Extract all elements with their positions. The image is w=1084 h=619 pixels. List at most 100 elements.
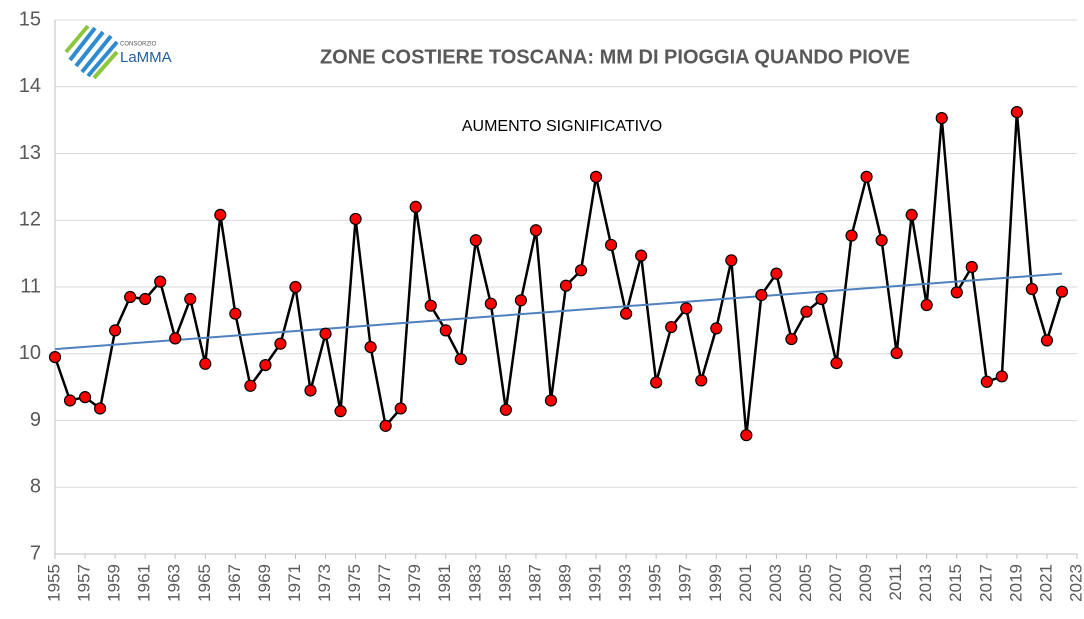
x-tick-label: 1975 xyxy=(345,564,364,602)
data-point xyxy=(544,394,558,407)
x-tick-label: 1995 xyxy=(646,564,665,602)
data-point xyxy=(620,307,633,320)
x-tick-label: 2001 xyxy=(736,564,755,602)
y-tick-label: 7 xyxy=(30,542,41,564)
x-tick-label: 1955 xyxy=(44,564,63,602)
x-tick-label: 1991 xyxy=(586,564,605,602)
data-point xyxy=(1055,285,1069,298)
x-tick-label: 2007 xyxy=(826,564,845,602)
x-tick-label: 1957 xyxy=(75,564,94,602)
data-point xyxy=(875,234,888,247)
data-point xyxy=(214,208,227,222)
x-tick-label: 2013 xyxy=(916,564,935,602)
data-point xyxy=(800,305,813,318)
data-point xyxy=(259,358,272,372)
data-point xyxy=(770,267,783,280)
data-point xyxy=(184,292,197,306)
data-point xyxy=(409,200,422,213)
data-point xyxy=(424,299,437,312)
x-tick-label: 1987 xyxy=(525,564,544,602)
data-point xyxy=(379,419,392,432)
data-point xyxy=(439,324,452,337)
data-point xyxy=(604,238,618,252)
data-point xyxy=(484,297,497,310)
data-point xyxy=(349,212,362,226)
data-point xyxy=(529,224,543,237)
data-point xyxy=(334,405,347,418)
x-tick-label: 2023 xyxy=(1066,564,1084,602)
data-point xyxy=(665,320,678,334)
data-point xyxy=(499,403,512,416)
data-point xyxy=(725,254,738,267)
data-point xyxy=(755,288,768,302)
data-point xyxy=(980,375,993,388)
data-point xyxy=(589,170,603,183)
data-point xyxy=(124,290,137,304)
data-point xyxy=(950,286,963,299)
trend-line xyxy=(54,272,1063,351)
data-point xyxy=(830,356,843,370)
data-point xyxy=(1025,282,1039,296)
x-tick-label: 2019 xyxy=(1006,564,1025,602)
data-point xyxy=(319,327,332,340)
x-tick-label: 2021 xyxy=(1036,564,1055,602)
y-tick-label: 8 xyxy=(30,476,41,498)
chart-title: ZONE COSTIERE TOSCANA: MM DI PIOGGIA QUA… xyxy=(320,46,910,68)
x-tick-label: 1959 xyxy=(105,564,124,602)
data-point xyxy=(785,332,798,346)
x-tick-label: 1961 xyxy=(135,564,154,602)
data-point xyxy=(965,260,978,274)
x-tick-label: 1997 xyxy=(676,564,695,602)
data-point xyxy=(845,229,858,242)
annotation: AUMENTO SIGNIFICATIVO xyxy=(462,118,662,135)
data-point xyxy=(78,391,92,404)
data-point xyxy=(274,337,287,350)
x-tick-label: 2015 xyxy=(946,564,965,602)
data-point xyxy=(890,346,903,360)
data-point xyxy=(559,279,573,292)
y-tick-label: 15 xyxy=(19,8,41,30)
x-tick-label: 1979 xyxy=(405,564,424,602)
x-tick-label: 2017 xyxy=(976,564,995,602)
data-point xyxy=(304,384,317,397)
x-tick-label: 2009 xyxy=(856,564,875,602)
data-point xyxy=(574,264,588,277)
data-point xyxy=(199,357,212,370)
data-point xyxy=(469,234,482,247)
data-point xyxy=(1010,106,1023,119)
data-point xyxy=(229,307,242,320)
data-point xyxy=(244,379,257,392)
data-point xyxy=(454,352,467,366)
data-point xyxy=(935,112,948,125)
data-point xyxy=(860,170,873,183)
logo: CONSORZIO LaMMA xyxy=(64,24,172,80)
x-tick-label: 2011 xyxy=(886,564,905,601)
data-point xyxy=(514,294,528,307)
data-point xyxy=(139,292,152,306)
x-tick-label: 1989 xyxy=(555,564,574,602)
x-tick-label: 1999 xyxy=(706,564,725,602)
data-point xyxy=(63,394,77,407)
logo-stripes-green xyxy=(64,24,119,80)
data-point xyxy=(154,275,167,288)
x-tick-label: 1971 xyxy=(285,564,304,602)
x-tick-label: 1965 xyxy=(195,564,214,602)
logo-stripes xyxy=(68,26,119,78)
x-tick-label: 1977 xyxy=(375,564,394,602)
data-point xyxy=(920,298,933,312)
data-point xyxy=(680,302,693,315)
y-tick-label: 11 xyxy=(20,275,41,297)
data-point xyxy=(93,402,107,415)
data-point xyxy=(905,208,918,222)
x-tick-label: 1983 xyxy=(465,564,484,602)
data-point xyxy=(710,322,723,335)
data-point xyxy=(394,402,407,415)
data-point xyxy=(650,376,663,389)
data-point xyxy=(289,280,302,294)
y-tick-label: 9 xyxy=(30,409,41,431)
logo-name: LaMMA xyxy=(120,49,172,66)
x-tick-label: 1963 xyxy=(165,564,184,602)
y-tick-label: 12 xyxy=(19,209,41,231)
data-point xyxy=(635,249,648,262)
